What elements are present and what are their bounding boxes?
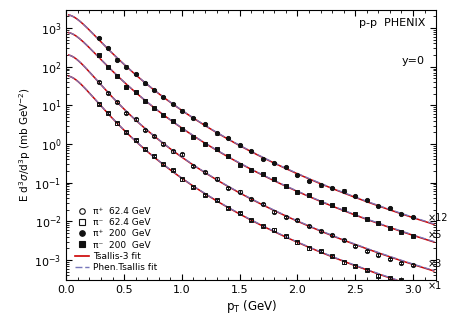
Text: p-p  PHENIX: p-p PHENIX — [359, 18, 425, 28]
Text: ×5: ×5 — [428, 230, 442, 240]
Legend: π⁺  62.4 GeV, π⁻  62.4 GeV, π⁺  200  GeV, π⁻  200  GeV, Tsallis-3 fit, Phen.Tsal: π⁺ 62.4 GeV, π⁻ 62.4 GeV, π⁺ 200 GeV, π⁻… — [74, 206, 158, 273]
Text: ×1: ×1 — [428, 280, 442, 290]
X-axis label: p$_{\mathrm{T}}$ (GeV): p$_{\mathrm{T}}$ (GeV) — [226, 298, 277, 315]
Y-axis label: E d$^{3}\sigma$/d$^{3}$p (mb GeV$^{-2}$): E d$^{3}\sigma$/d$^{3}$p (mb GeV$^{-2}$) — [17, 88, 33, 202]
Text: ×3: ×3 — [428, 260, 442, 270]
Text: y=0: y=0 — [402, 56, 425, 66]
Text: ×12: ×12 — [428, 213, 448, 223]
